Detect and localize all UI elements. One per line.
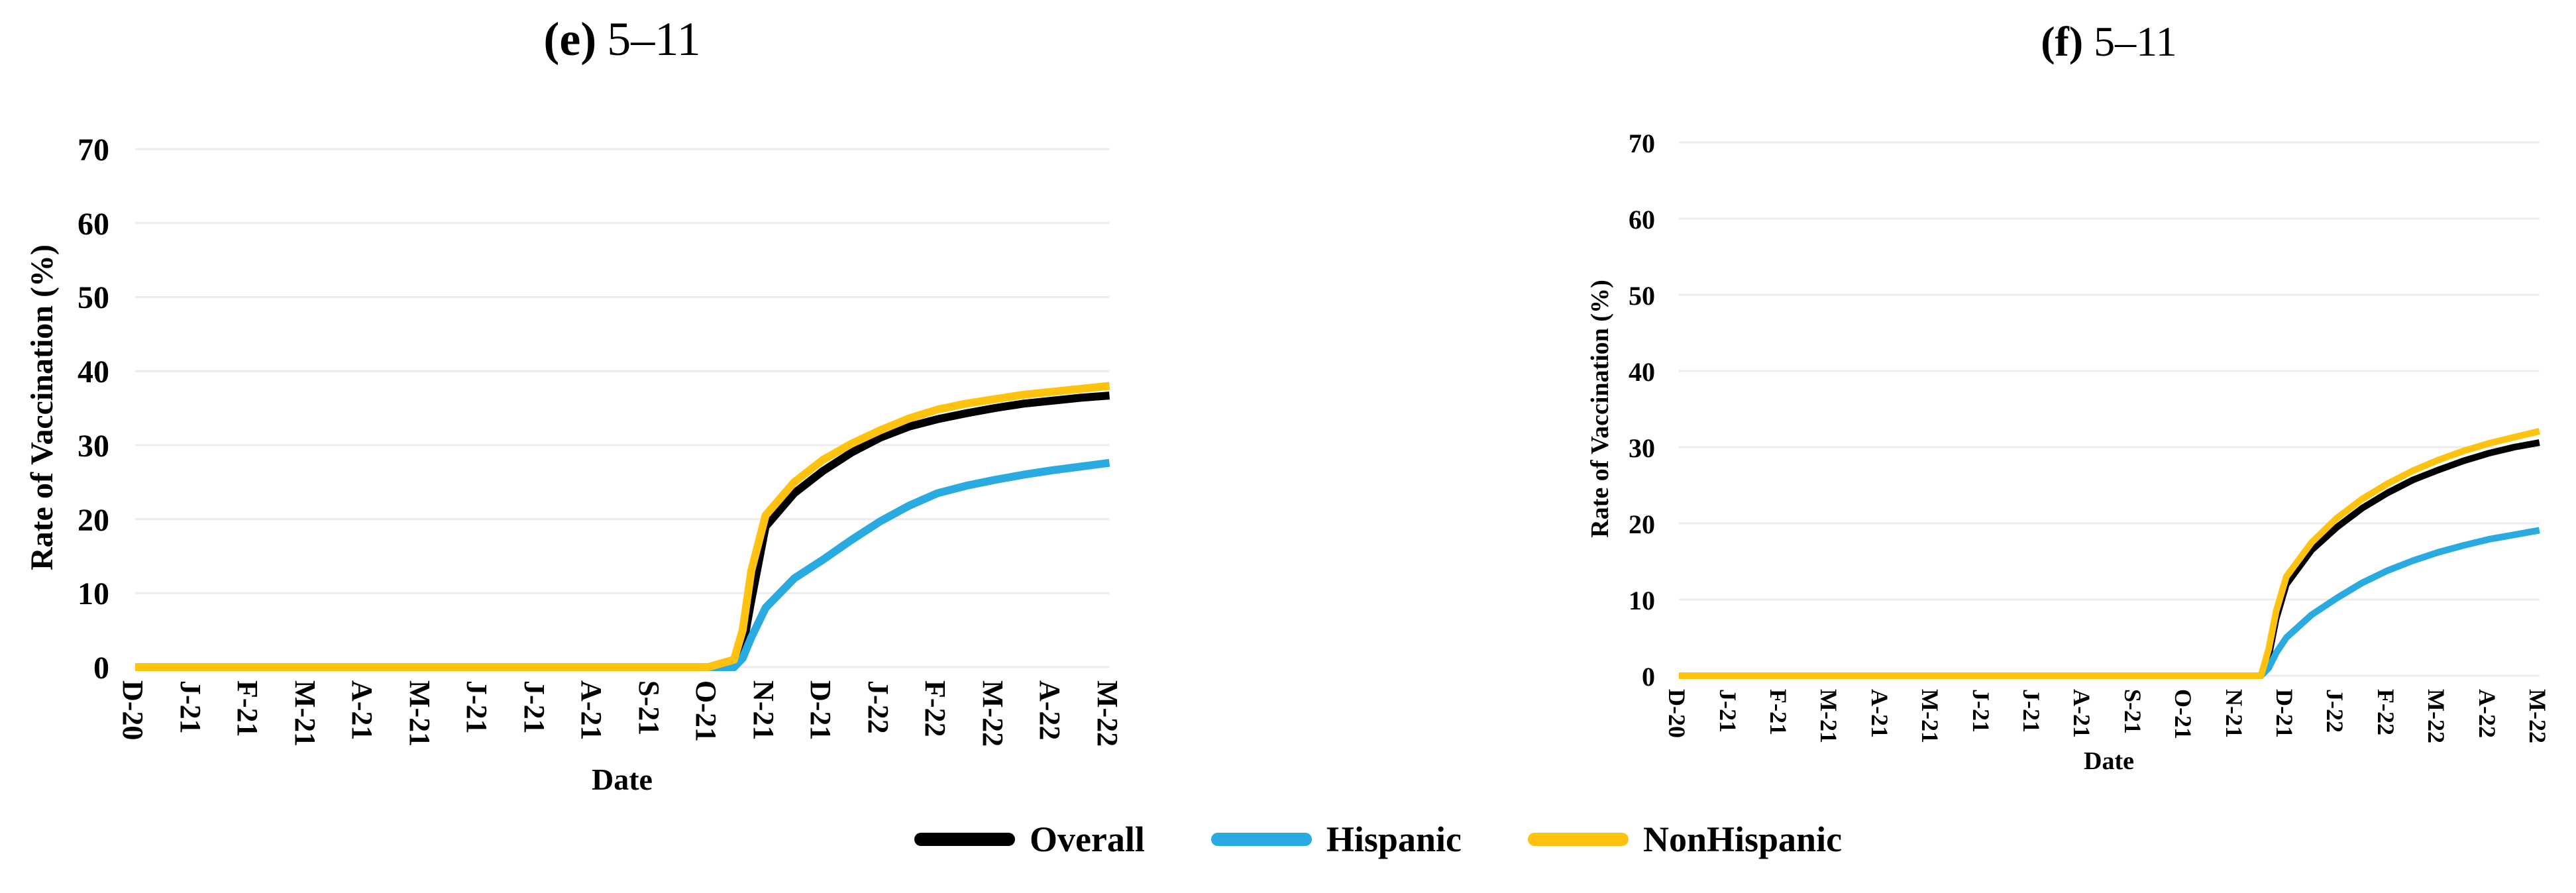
y-tick-label-e: 30 bbox=[78, 428, 109, 464]
y-tick-label-e: 40 bbox=[78, 354, 109, 390]
gridlines-e bbox=[135, 148, 1110, 668]
series-group-e bbox=[135, 382, 1110, 671]
series-line-overall-e bbox=[135, 392, 1110, 671]
x-tick-label-e: J-22 bbox=[861, 680, 894, 734]
y-tick-label-f: 30 bbox=[1629, 433, 1655, 463]
legend-label-nonhispanic: NonHispanic bbox=[1642, 819, 1843, 859]
x-tick-label-e: M-21 bbox=[288, 680, 321, 747]
x-tick-label-f: D-20 bbox=[1664, 689, 1691, 738]
x-tick-label-f: D-21 bbox=[2271, 689, 2298, 738]
x-tick-label-e: N-21 bbox=[747, 680, 780, 741]
y-tick-label-f: 40 bbox=[1629, 356, 1655, 387]
age-group-label-f: 5–11 bbox=[2094, 18, 2177, 65]
x-axis-title-e: Date bbox=[592, 762, 653, 796]
x-tick-label-f: A-21 bbox=[2068, 689, 2096, 738]
nonhispanic-line-swatch bbox=[1527, 833, 1629, 846]
x-tick-label-e: M-21 bbox=[403, 680, 436, 747]
x-tick-label-f: J-22 bbox=[2322, 689, 2349, 733]
y-tick-label-e: 20 bbox=[78, 502, 109, 538]
panel-letter-f: (f) bbox=[2041, 18, 2084, 65]
x-tick-label-f: M-22 bbox=[2423, 689, 2450, 743]
y-tick-label-e: 10 bbox=[78, 576, 109, 612]
series-group-f bbox=[1679, 428, 2540, 679]
overall-line-swatch bbox=[914, 833, 1015, 846]
series-line-hispanic-f bbox=[1679, 527, 2540, 679]
legend-label-overall: Overall bbox=[1029, 819, 1145, 859]
y-axis-title-f: Rate of Vaccination (%) bbox=[1586, 280, 1614, 538]
y-axis-title-e: Rate of Vaccination (%) bbox=[25, 244, 60, 570]
x-tick-label-e: J-21 bbox=[517, 680, 551, 734]
x-tick-label-e: S-21 bbox=[632, 680, 665, 736]
y-tick-label-f: 10 bbox=[1629, 585, 1655, 615]
x-tick-label-f: J-21 bbox=[1714, 689, 1741, 733]
legend-item-hispanic: Hispanic bbox=[1210, 819, 1462, 859]
x-tick-label-e: F-21 bbox=[231, 680, 264, 737]
x-tick-label-e: M-22 bbox=[1091, 680, 1124, 747]
x-tick-label-f: F-22 bbox=[2372, 689, 2399, 735]
x-tick-label-f: A-21 bbox=[1866, 689, 1893, 738]
panel-letter-e: (e) bbox=[543, 13, 597, 66]
x-tick-label-e: J-21 bbox=[460, 680, 494, 734]
x-tick-label-f: N-21 bbox=[2220, 689, 2247, 738]
y-tick-label-e: 0 bbox=[93, 650, 109, 686]
x-tick-label-f: F-21 bbox=[1764, 689, 1792, 735]
y-tick-label-f: 60 bbox=[1629, 204, 1655, 235]
series-line-nonhispanic-f bbox=[1679, 428, 2540, 679]
chart-title-f: (f) 5–11 bbox=[1778, 17, 2440, 66]
x-tick-label-f: M-21 bbox=[1815, 689, 1843, 743]
x-axis-title-f: Date bbox=[2084, 747, 2134, 775]
y-tick-label-f: 0 bbox=[1642, 661, 1655, 692]
y-tick-label-f: 20 bbox=[1629, 509, 1655, 539]
x-tick-label-f: J-21 bbox=[1967, 689, 1994, 733]
y-tick-label-f: 70 bbox=[1629, 128, 1655, 158]
y-tick-label-e: 70 bbox=[78, 132, 109, 168]
legend-item-nonhispanic: NonHispanic bbox=[1527, 819, 1843, 859]
legend-item-overall: Overall bbox=[914, 821, 1145, 857]
x-tick-label-f: J-21 bbox=[2017, 689, 2045, 733]
y-tick-label-e: 50 bbox=[78, 280, 109, 316]
gridlines-f bbox=[1679, 141, 2540, 677]
x-tick-label-e: A-22 bbox=[1034, 680, 1067, 741]
x-tick-label-e: A-21 bbox=[346, 680, 379, 741]
y-tick-label-f: 50 bbox=[1629, 280, 1655, 311]
series-line-nonhispanic-e bbox=[135, 382, 1110, 671]
legend: Overall Hispanic NonHispanic bbox=[90, 821, 2576, 857]
chart-title-e: (e) 5–11 bbox=[291, 12, 953, 67]
hispanic-line-swatch bbox=[1210, 833, 1312, 846]
x-tick-label-e: F-22 bbox=[919, 680, 952, 737]
x-tick-label-e: D-20 bbox=[117, 680, 150, 741]
x-tick-label-e: O-21 bbox=[690, 680, 723, 742]
x-tick-label-e: D-21 bbox=[804, 680, 837, 741]
x-tick-label-e: J-21 bbox=[174, 680, 207, 734]
x-tick-label-f: S-21 bbox=[2119, 689, 2146, 735]
x-tick-label-e: M-22 bbox=[976, 680, 1009, 747]
x-tick-label-f: A-22 bbox=[2473, 689, 2500, 738]
y-tick-label-e: 60 bbox=[78, 206, 109, 242]
x-tick-label-f: O-21 bbox=[2170, 689, 2197, 739]
x-tick-label-f: M-21 bbox=[1917, 689, 1944, 743]
age-group-label-e: 5–11 bbox=[607, 13, 701, 66]
legend-label-hispanic: Hispanic bbox=[1326, 819, 1462, 859]
x-tick-label-e: A-21 bbox=[575, 680, 608, 741]
x-tick-label-f: M-22 bbox=[2524, 689, 2551, 743]
series-line-hispanic-e bbox=[135, 458, 1110, 671]
